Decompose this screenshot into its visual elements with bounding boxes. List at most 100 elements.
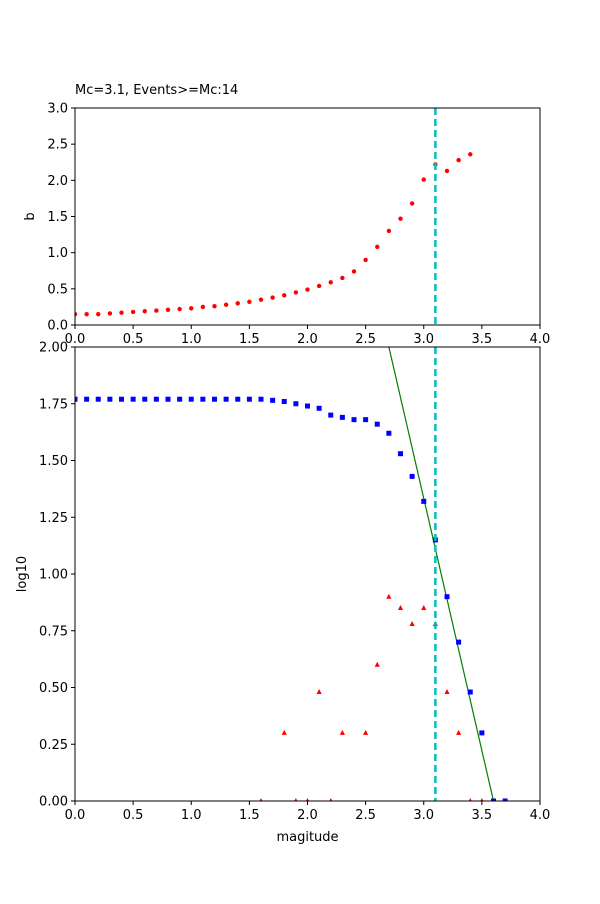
point [246, 396, 252, 402]
point [119, 310, 124, 315]
plot-area [75, 152, 473, 317]
x-tick-label: 3.0 [413, 332, 434, 347]
plot-area [75, 347, 508, 801]
point [409, 473, 415, 479]
point [386, 593, 392, 599]
point [165, 396, 171, 402]
point [339, 414, 345, 420]
y-tick-label: 3.0 [47, 102, 68, 117]
x-tick-label: 2.0 [297, 332, 318, 347]
point [386, 228, 392, 234]
x-tick-label: 3.0 [413, 808, 434, 823]
point [258, 396, 264, 402]
x-tick-label: 1.5 [239, 332, 260, 347]
point [177, 396, 183, 402]
point [293, 401, 299, 407]
point [153, 396, 159, 402]
point [398, 216, 403, 221]
point [351, 269, 357, 274]
x-tick-label: 3.5 [472, 332, 493, 347]
y-tick-label: 1.00 [39, 568, 68, 583]
point [409, 201, 415, 206]
y-tick-label: 1.5 [47, 210, 68, 225]
point [479, 730, 485, 736]
x-tick-label: 0.5 [123, 808, 144, 823]
point [154, 308, 159, 313]
y-tick-label: 1.50 [39, 454, 68, 469]
x-tick-label: 1.0 [181, 808, 202, 823]
point [294, 798, 298, 801]
point [142, 396, 148, 402]
point [363, 417, 369, 423]
point [84, 396, 90, 402]
point [468, 152, 473, 157]
point [281, 398, 287, 404]
point [270, 295, 275, 300]
point [119, 396, 124, 402]
x-tick-label: 1.0 [181, 332, 202, 347]
point [235, 301, 240, 306]
point [282, 293, 287, 298]
point [223, 302, 229, 307]
x-tick-label: 2.5 [355, 332, 376, 347]
y-tick-label: 1.0 [47, 246, 68, 261]
y-axis-label: b [23, 212, 38, 220]
point [386, 430, 392, 436]
point [421, 498, 427, 504]
x-tick-label: 0.0 [65, 332, 86, 347]
y-axis-label: log10 [15, 556, 30, 592]
point [456, 157, 461, 163]
point [375, 244, 380, 250]
axes-background [75, 347, 540, 801]
point [329, 798, 333, 801]
point [188, 396, 194, 402]
point [374, 421, 380, 427]
x-tick-label: 2.0 [297, 808, 318, 823]
y-tick-label: 2.0 [47, 174, 68, 189]
y-tick-label: 1.25 [39, 511, 68, 526]
point [468, 798, 472, 801]
point [456, 729, 462, 735]
point [107, 311, 113, 316]
x-tick-label: 0.0 [65, 808, 86, 823]
x-tick-label: 2.5 [355, 808, 376, 823]
point [491, 798, 496, 801]
point [165, 307, 171, 313]
point [339, 729, 345, 735]
y-tick-label: 0.00 [39, 795, 68, 810]
point [95, 396, 101, 402]
point [444, 594, 450, 600]
point [340, 275, 345, 281]
x-tick-label: 1.5 [239, 808, 260, 823]
point [96, 311, 101, 317]
point [258, 297, 264, 302]
point [421, 177, 426, 182]
y-tick-label: 0.50 [39, 681, 68, 696]
point [142, 309, 147, 314]
chart-title: Mc=3.1, Events>=Mc:14 [75, 83, 238, 98]
point [305, 287, 310, 292]
point [107, 396, 113, 402]
point [316, 405, 322, 411]
point [316, 283, 322, 289]
y-tick-label: 2.00 [39, 341, 68, 356]
point [328, 412, 334, 418]
point [200, 304, 206, 310]
point [444, 689, 450, 695]
point [235, 396, 241, 402]
point [467, 689, 473, 695]
point [200, 396, 206, 402]
point [177, 306, 182, 312]
point [328, 280, 333, 285]
point [75, 311, 78, 317]
point [305, 798, 310, 801]
point [444, 168, 450, 174]
x-tick-label: 0.5 [123, 332, 144, 347]
point [130, 309, 136, 315]
axes-background [75, 108, 540, 325]
point [212, 396, 217, 402]
y-tick-label: 1.75 [39, 397, 68, 412]
y-tick-label: 0.0 [47, 319, 68, 334]
point [502, 798, 508, 801]
